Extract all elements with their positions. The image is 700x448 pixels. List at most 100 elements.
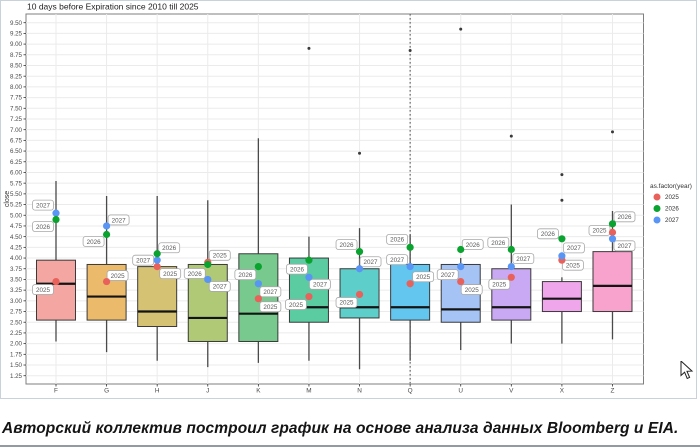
y-tick-label: 7.00 <box>10 127 23 134</box>
point-label-box <box>309 278 331 290</box>
y-tick-label: 5.50 <box>10 191 23 198</box>
y-tick-label: 5.00 <box>10 212 23 219</box>
y-tick-label: 7.75 <box>10 95 23 102</box>
point-label: 2026 <box>36 224 51 231</box>
chart-image: 1.25 1.50 1.75 2.00 2.25 2.50 2.75 3.00 3.25 3.50… <box>0 0 697 399</box>
outlier-Q <box>408 49 412 53</box>
x-tick-label: F <box>54 388 58 395</box>
y-tick-label: 2.50 <box>10 319 23 326</box>
y-tick-label: 1.25 <box>10 373 23 380</box>
point-label-box <box>106 270 129 281</box>
point-label-box <box>107 214 130 226</box>
y-tick-label: 4.50 <box>10 234 23 241</box>
y-tick-label: 3.50 <box>10 277 23 284</box>
point-label: 2027 <box>263 289 278 296</box>
point-label-box <box>234 269 257 281</box>
point-label-box <box>32 221 54 232</box>
point-F-2026 <box>52 215 60 224</box>
y-tick-label: 3.25 <box>10 287 23 294</box>
outlier-M <box>307 46 311 50</box>
point-U-2026 <box>457 245 465 254</box>
point-label: 2025 <box>340 300 355 307</box>
point-label-box <box>32 284 54 295</box>
y-tick-label: 5.75 <box>10 180 23 187</box>
x-tick-label: M <box>306 388 311 395</box>
point-label-box <box>286 263 308 275</box>
point-label: 2025 <box>592 228 607 235</box>
point-M-2026 <box>305 256 313 264</box>
point-label: 2026 <box>466 242 481 249</box>
point-Q-2026 <box>406 243 414 251</box>
point-label-box <box>259 286 282 298</box>
bottom-divider <box>0 445 700 447</box>
point-label-box <box>488 278 511 290</box>
point-label-box <box>563 242 585 254</box>
point-label: 2025 <box>566 262 581 269</box>
point-label: 2025 <box>213 253 228 260</box>
x-tick-label: V <box>509 388 514 395</box>
outlier-Z <box>610 130 614 134</box>
outlier-X <box>560 198 564 202</box>
point-label: 2027 <box>516 256 531 263</box>
y-tick-label: 1.50 <box>10 362 23 369</box>
y-tick-label: 2.75 <box>10 309 23 316</box>
point-N-2025 <box>355 290 364 299</box>
point-label: 2027 <box>313 282 328 289</box>
point-label: 2026 <box>617 214 632 221</box>
point-label: 2027 <box>36 202 51 209</box>
y-tick-label: 8.75 <box>10 52 23 59</box>
point-label: 2026 <box>238 272 253 279</box>
y-tick-label: 8.50 <box>10 63 23 70</box>
y-tick-label: 9.25 <box>10 30 23 37</box>
y-tick-label: 8.25 <box>10 73 23 80</box>
plot-panel <box>25 13 644 385</box>
point-X-2026 <box>558 235 566 243</box>
y-axis-title: close <box>4 191 11 207</box>
point-label-box <box>386 233 409 245</box>
x-tick-label: X <box>560 388 565 395</box>
point-G-2025 <box>102 277 111 286</box>
point-label: 2025 <box>36 287 51 294</box>
point-label: 2027 <box>364 259 379 266</box>
point-H-2027 <box>153 256 161 264</box>
x-tick-label: J <box>206 388 209 395</box>
point-label-box <box>487 237 510 248</box>
point-F-2027 <box>52 209 60 217</box>
point-label-box <box>537 228 559 240</box>
outlier-X <box>560 173 564 177</box>
y-tick-label: 2.00 <box>10 341 23 348</box>
point-J-2027 <box>204 275 212 284</box>
x-tick-label: N <box>357 388 362 395</box>
point-Z-2025 <box>608 228 617 236</box>
point-label: 2026 <box>290 266 305 273</box>
point-label: 2027 <box>441 272 456 279</box>
point-J-2026 <box>204 260 212 269</box>
point-Z-2027 <box>608 235 617 243</box>
point-H-2025 <box>153 263 161 271</box>
box-Z <box>592 251 633 313</box>
legend-label-2027: 2027 <box>665 217 679 224</box>
point-label-box <box>461 239 484 250</box>
caption-text: Авторский коллектив построил график на о… <box>2 420 679 437</box>
point-label-box <box>613 211 636 223</box>
y-tick-label: 1.75 <box>10 351 23 358</box>
point-label-box <box>512 253 535 265</box>
legend-swatch-2026 <box>653 205 661 212</box>
point-label-box <box>32 199 54 211</box>
point-F-2025 <box>52 277 60 286</box>
point-label: 2026 <box>87 239 102 246</box>
point-label-box <box>159 268 182 280</box>
point-label: 2027 <box>390 257 405 264</box>
point-N-2027 <box>355 265 364 273</box>
y-tick-label: 4.75 <box>10 223 23 230</box>
point-label: 2025 <box>289 302 304 309</box>
point-label-box <box>285 299 307 310</box>
y-tick-label: 4.00 <box>10 255 23 262</box>
y-tick-label: 3.75 <box>10 266 23 273</box>
y-tick-label: 6.25 <box>10 159 23 166</box>
point-M-2025 <box>305 292 313 301</box>
legend-swatch-2027 <box>653 216 661 224</box>
point-label: 2027 <box>213 284 228 291</box>
point-label-box <box>436 269 459 281</box>
